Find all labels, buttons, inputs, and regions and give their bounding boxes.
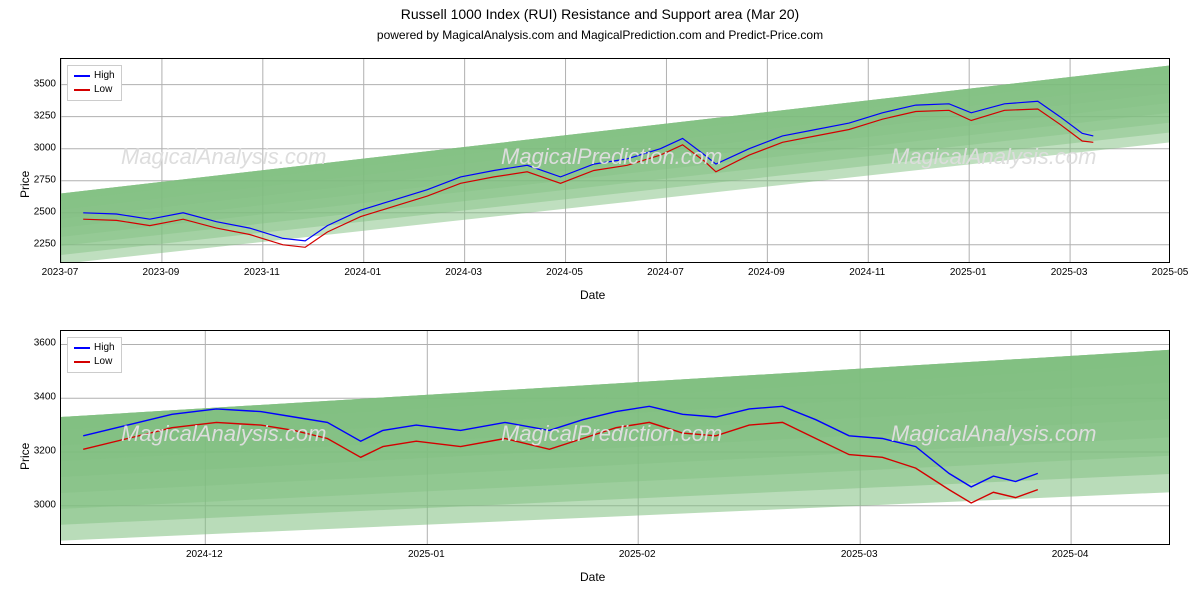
xtick: 2023-07 xyxy=(42,267,79,278)
legend-label-high: High xyxy=(94,69,115,83)
xtick: 2025-05 xyxy=(1152,267,1189,278)
xtick: 2025-01 xyxy=(950,267,987,278)
legend-item-low: Low xyxy=(74,355,115,369)
xtick: 2025-03 xyxy=(841,549,878,560)
legend-item-high: High xyxy=(74,341,115,355)
xtick: 2025-04 xyxy=(1052,549,1089,560)
legend-swatch-high xyxy=(74,347,90,349)
legend-swatch-high xyxy=(74,75,90,77)
figure-title: Russell 1000 Index (RUI) Resistance and … xyxy=(0,6,1200,22)
xtick: 2024-09 xyxy=(748,267,785,278)
chart1-legend: High Low xyxy=(67,65,122,101)
chart2-legend: High Low xyxy=(67,337,122,373)
xtick: 2024-03 xyxy=(445,267,482,278)
xtick: 2025-03 xyxy=(1051,267,1088,278)
figure-subtitle: powered by MagicalAnalysis.com and Magic… xyxy=(0,28,1200,42)
xtick: 2024-07 xyxy=(647,267,684,278)
legend-swatch-low xyxy=(74,361,90,363)
ytick: 2250 xyxy=(24,238,56,249)
chart2-xlabel: Date xyxy=(580,570,605,584)
ytick: 3000 xyxy=(24,142,56,153)
ytick: 3600 xyxy=(24,338,56,349)
ytick: 2500 xyxy=(24,206,56,217)
legend-label-high: High xyxy=(94,341,115,355)
chart2-plot-area: MagicalAnalysis.com MagicalPrediction.co… xyxy=(60,330,1170,545)
chart1-plot-area: MagicalAnalysis.com MagicalPrediction.co… xyxy=(60,58,1170,263)
ytick: 2750 xyxy=(24,174,56,185)
chart1-svg xyxy=(61,59,1170,263)
legend-label-low: Low xyxy=(94,83,112,97)
xtick: 2025-02 xyxy=(619,549,656,560)
chart1-xlabel: Date xyxy=(580,288,605,302)
ytick: 3500 xyxy=(24,78,56,89)
chart2-svg xyxy=(61,331,1170,545)
chart1-panel: Price Date MagicalAnalysis.com MagicalPr… xyxy=(0,48,1200,308)
legend-swatch-low xyxy=(74,89,90,91)
xtick: 2024-05 xyxy=(546,267,583,278)
ytick: 3400 xyxy=(24,392,56,403)
xtick: 2024-11 xyxy=(849,267,885,278)
figure: Russell 1000 Index (RUI) Resistance and … xyxy=(0,0,1200,600)
legend-item-low: Low xyxy=(74,83,115,97)
xtick: 2024-12 xyxy=(186,549,223,560)
xtick: 2023-11 xyxy=(244,267,280,278)
legend-item-high: High xyxy=(74,69,115,83)
ytick: 3250 xyxy=(24,110,56,121)
xtick: 2024-01 xyxy=(344,267,381,278)
chart2-panel: Price Date MagicalAnalysis.com MagicalPr… xyxy=(0,320,1200,590)
ytick: 3200 xyxy=(24,445,56,456)
xtick: 2025-01 xyxy=(408,549,445,560)
ytick: 3000 xyxy=(24,499,56,510)
xtick: 2023-09 xyxy=(143,267,180,278)
legend-label-low: Low xyxy=(94,355,112,369)
